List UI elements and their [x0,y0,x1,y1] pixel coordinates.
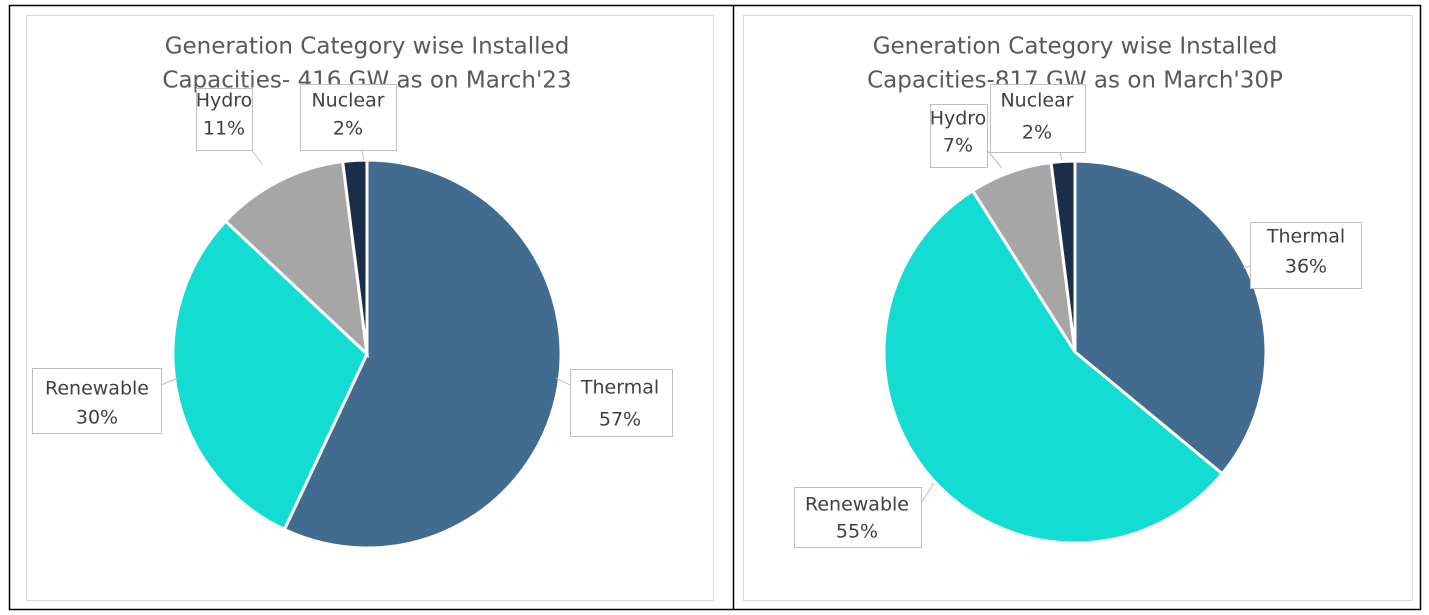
pie-slice [223,159,370,358]
data-label-value: 55% [836,521,878,543]
label-box [794,487,922,548]
data-label-value: 7% [943,135,973,157]
leader-line [1059,151,1063,161]
data-label-value: 11% [203,118,245,140]
data-label-value: 36% [1285,256,1327,278]
pie-slice [882,188,1225,545]
leader-line [920,482,935,504]
table-border [8,4,1422,611]
pie-slice [341,158,369,355]
data-label-name: Thermal [1266,226,1345,248]
label-box [930,104,988,168]
leader-line [555,377,571,386]
data-label-name: Nuclear [1000,90,1073,112]
leader-line [361,149,365,161]
data-label-value: 2% [333,118,363,140]
label-box [300,84,397,151]
data-label-name: Renewable [45,378,149,400]
pie-slice [1049,159,1077,353]
data-label-name: Hydro [196,90,253,112]
pie-slice [282,158,563,550]
chart-title: Generation Category wise Installed [165,34,570,60]
data-label-value: 57% [599,409,641,431]
data-label-value: 30% [76,407,118,429]
label-box [1250,222,1362,289]
data-label-name: Nuclear [311,90,384,112]
label-box [196,88,253,151]
pie-slice [1073,159,1268,476]
chart-frame [26,15,714,601]
label-box [990,84,1086,153]
data-label-name: Renewable [805,494,909,516]
leader-line [986,149,1003,169]
chart-title: Generation Category wise Installed [873,34,1278,60]
leader-line [160,377,179,386]
leader-line [251,149,263,165]
data-label-value: 2% [1022,122,1052,144]
label-box [570,369,673,437]
label-box [32,368,162,434]
chart-frame [743,15,1413,601]
pie-slice [171,219,369,532]
data-label-name: Thermal [580,377,659,399]
leader-line [1242,265,1251,269]
data-label-name: Hydro [930,108,987,130]
